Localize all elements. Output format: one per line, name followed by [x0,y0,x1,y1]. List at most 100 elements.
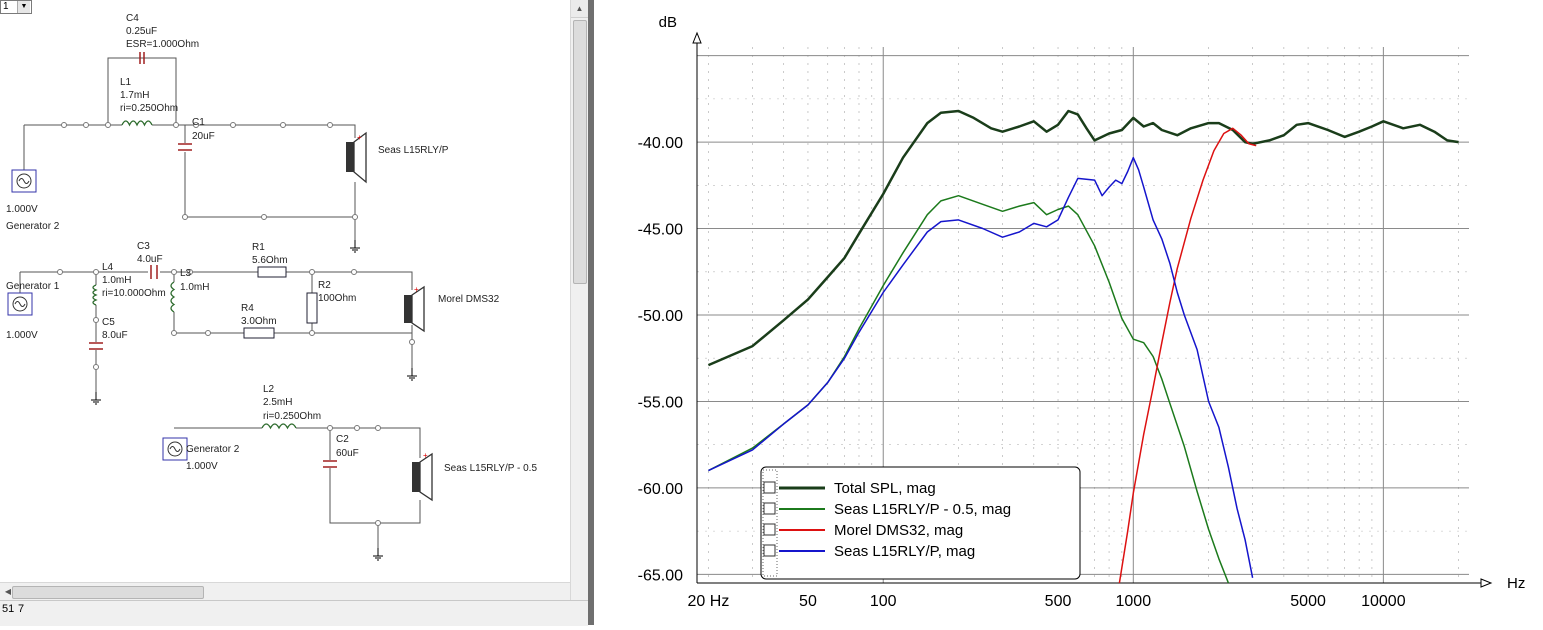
c2-value: 60uF [336,448,359,459]
l2-ri: ri=0.250Ohm [263,411,321,422]
l4-value: 1.0mH [102,275,131,286]
resistor-r2 [306,292,318,324]
x-tick-label: 1000 [1116,593,1152,610]
y-tick-label: -55.00 [638,394,683,411]
y-tick-label: -45.00 [638,222,683,239]
series-line-0 [707,109,1459,367]
speaker-icon-2: + [404,285,425,333]
capacitor-c2 [323,460,337,468]
legend-checkbox[interactable] [763,523,776,536]
series-line-2 [1118,127,1257,584]
generator-icon-1 [11,169,37,193]
legend-checkbox[interactable] [763,502,776,515]
r4-value: 3.0Ohm [241,316,277,327]
status-bar: 51 7 [0,600,588,626]
chevron-down-icon[interactable]: ▼ [17,1,30,13]
y-tick-label: -50.00 [638,308,683,325]
l2-name: L2 [263,384,275,395]
x-axis-label: Hz [1507,575,1525,592]
frequency-response-graph: dB Hz -40.00 -45.00 -50.00 -55.00 -60.00 -65.00… [594,0,1543,625]
l1-value: 1.7mH [120,90,149,101]
generator-icon-3 [162,437,188,461]
schematic-editor[interactable]: 1 ▼ [0,0,570,600]
speaker-3-label: Seas L15RLY/P - 0.5 [444,463,537,474]
legend-checkbox[interactable] [763,481,776,494]
horizontal-scroll-thumb[interactable] [12,586,204,599]
l3-value: 1.0mH [180,282,209,293]
scroll-up-icon[interactable]: ▲ [571,0,588,18]
gen-3-name: Generator 2 [186,444,240,455]
l4-ri: ri=10.000Ohm [102,288,166,299]
chart-canvas: dB Hz -40.00 -45.00 -50.00 -55.00 -60.00 -65.00… [638,14,1526,610]
y-tick-label: -60.00 [638,481,683,498]
y-axis-label: dB [659,14,677,31]
schematic-canvas: + + [6,13,537,561]
gen-1-name: Generator 2 [6,221,60,232]
r4-name: R4 [241,303,254,314]
x-tick-label: 500 [1045,593,1072,610]
x-tick-label: 20 Hz [688,593,730,610]
pane-splitter[interactable] [588,0,594,625]
legend-label: Seas L15RLY/P, mag [834,543,975,560]
inductor-l3 [170,281,176,313]
r2-name: R2 [318,280,331,291]
capacitor-c4 [139,52,145,64]
zoom-combobox[interactable]: 1 ▼ [0,0,32,14]
inductor-l2 [261,423,297,430]
gen-1-value: 1.000V [6,204,38,215]
x-tick-label: 100 [870,593,897,610]
c3-value: 4.0uF [137,254,163,265]
speaker-icon-3: + [412,451,433,502]
y-tick-label: -40.00 [638,135,683,152]
r1-name: R1 [252,242,265,253]
c1-name: C1 [192,117,205,128]
svg-text:+: + [414,285,419,294]
c1-value: 20uF [192,131,215,142]
legend-label: Total SPL, mag [834,480,936,497]
speaker-1-label: Seas L15RLY/P [378,145,449,156]
legend-label: Seas L15RLY/P - 0.5, mag [834,501,1011,518]
legend-box [760,466,1081,580]
l2-value: 2.5mH [263,397,292,408]
x-tick-label: 50 [799,593,817,610]
x-axis-arrow-icon [1480,578,1493,588]
speaker-icon-1: + [346,131,367,184]
vertical-scroll-thumb[interactable] [573,20,587,284]
l1-ri: ri=0.250Ohm [120,103,178,114]
gen-2-name: Generator 1 [6,281,60,292]
x-tick-label: 10000 [1361,593,1406,610]
legend-checkbox[interactable] [763,544,776,557]
y-axis-arrow-icon [692,31,702,44]
series-line-3 [708,156,1254,578]
horizontal-scrollbar[interactable]: ◀ [0,582,570,601]
l1-name: L1 [120,77,132,88]
combo-value: 1 [3,1,9,12]
gen-3-value: 1.000V [186,461,218,472]
c5-value: 8.0uF [102,330,128,341]
series-layer [707,109,1459,584]
axes [692,31,1493,588]
l4-name: L4 [102,262,114,273]
r2-value: 100Ohm [318,293,356,304]
gen-2-value: 1.000V [6,330,38,341]
scroll-left-icon[interactable]: ◀ [4,587,12,596]
c4-value: 0.25uF [126,26,157,37]
inductor-l1 [121,120,153,127]
series-line-1 [708,194,1230,584]
capacitor-c5 [89,342,103,350]
c4-name: C4 [126,13,139,24]
svg-text:+: + [423,451,428,460]
legend-grip [762,469,778,577]
tick-labels: dB Hz -40.00 -45.00 -50.00 -55.00 -60.00 -65.00… [638,14,1526,610]
c2-name: C2 [336,434,349,445]
vertical-scrollbar[interactable]: ▲ [570,0,588,600]
c5-name: C5 [102,317,115,328]
legend[interactable]: Total SPL, mag Seas L15RLY/P - 0.5, mag Mo… [760,466,1081,580]
legend-label: Morel DMS32, mag [834,522,963,539]
x-tick-label: 5000 [1290,593,1326,610]
capacitor-c3 [150,265,158,279]
c3-name: C3 [137,241,150,252]
capacitor-c1 [178,143,192,151]
generator-icon-2 [7,292,33,316]
l3-name: L3 [180,268,192,279]
